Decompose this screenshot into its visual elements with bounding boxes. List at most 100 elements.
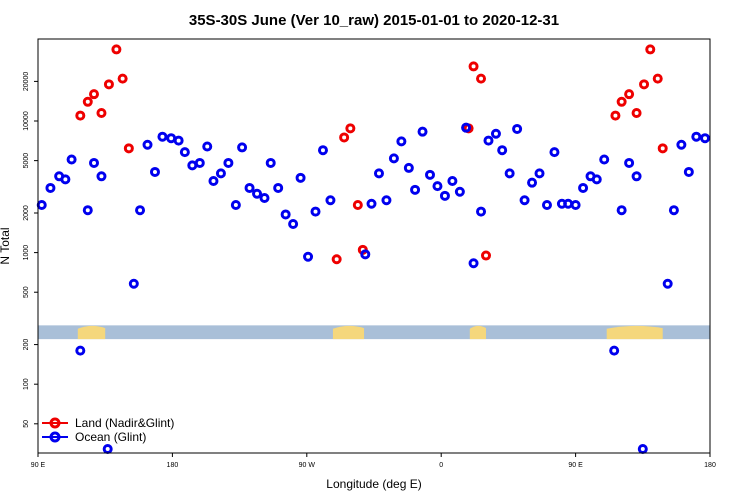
point-land-7 xyxy=(123,143,134,154)
point-ocean-28 xyxy=(259,192,270,203)
y-tick-label-200: 200 xyxy=(23,339,30,351)
y-axis: 50 100 200 500 1000 2000 5000 10000 20000 xyxy=(23,72,38,428)
point-ocean-57 xyxy=(497,145,508,156)
point-ocean-43 xyxy=(396,136,407,147)
point-ocean-73 xyxy=(616,205,627,216)
point-ocean-82 xyxy=(700,133,711,144)
point-ocean-49 xyxy=(439,190,450,201)
x-tick-label-5: 180 xyxy=(704,462,716,469)
y-tick-label-500: 500 xyxy=(23,286,30,298)
point-ocean-52 xyxy=(461,122,472,133)
legend-marker-land xyxy=(49,417,61,429)
point-ocean-58 xyxy=(504,168,515,179)
point-land-17 xyxy=(610,110,621,121)
point-ocean-46 xyxy=(417,126,428,137)
point-ocean-3 xyxy=(60,174,71,185)
land-patch-1 xyxy=(332,325,365,340)
point-ocean-16 xyxy=(173,135,184,146)
point-ocean-34 xyxy=(303,251,314,262)
point-land-16 xyxy=(481,250,491,261)
point-ocean-11 xyxy=(135,205,146,216)
land-ocean-band xyxy=(38,325,710,340)
point-ocean-53 xyxy=(468,258,479,269)
point-land-11 xyxy=(352,200,363,211)
point-land-23 xyxy=(652,73,663,84)
point-ocean-30 xyxy=(273,182,284,193)
point-land-24 xyxy=(657,143,668,154)
point-ocean-63 xyxy=(541,200,552,211)
y-axis-label: N Total xyxy=(0,227,12,264)
point-ocean-33 xyxy=(295,172,306,183)
point-ocean-48 xyxy=(432,181,443,192)
y-tick-label-2000: 2000 xyxy=(23,205,30,221)
point-ocean-7 xyxy=(89,157,99,168)
legend-label-ocean: Ocean (Glint) xyxy=(75,430,146,444)
point-ocean-5 xyxy=(75,345,86,356)
point-land-18 xyxy=(616,96,627,107)
point-ocean-25 xyxy=(237,142,248,153)
point-ocean-72 xyxy=(609,345,620,356)
point-ocean-29 xyxy=(265,157,276,168)
legend-label-land: Land (Nadir&Glint) xyxy=(75,416,174,430)
point-land-22 xyxy=(645,44,656,55)
point-ocean-50 xyxy=(447,176,458,187)
point-ocean-51 xyxy=(454,186,465,197)
point-land-6 xyxy=(117,73,128,84)
point-ocean-4 xyxy=(66,154,77,165)
land-patch-0 xyxy=(77,325,106,340)
point-ocean-37 xyxy=(325,195,336,206)
point-ocean-32 xyxy=(288,218,299,229)
point-ocean-60 xyxy=(519,195,530,206)
point-ocean-6 xyxy=(82,205,93,216)
point-ocean-44 xyxy=(403,162,414,173)
point-ocean-20 xyxy=(202,141,213,152)
point-ocean-70 xyxy=(591,174,602,185)
point-ocean-31 xyxy=(280,209,291,220)
point-land-20 xyxy=(631,108,642,119)
point-land-9 xyxy=(339,132,350,143)
point-ocean-24 xyxy=(230,200,241,211)
chart-title: 35S-30S June (Ver 10_raw) 2015-01-01 to … xyxy=(189,12,559,29)
y-tick-label-50: 50 xyxy=(23,420,30,428)
point-ocean-45 xyxy=(410,184,421,195)
point-ocean-67 xyxy=(570,200,581,211)
ocean-band xyxy=(38,325,710,340)
point-ocean-59 xyxy=(512,123,523,134)
x-axis-label: Longitude (deg E) xyxy=(326,477,421,491)
x-tick-label-0: 90 E xyxy=(31,462,46,469)
point-ocean-79 xyxy=(676,139,687,150)
y-tick-label-5000: 5000 xyxy=(23,153,30,169)
legend: Land (Nadir&Glint) Ocean (Glint) xyxy=(42,416,174,444)
point-ocean-55 xyxy=(483,135,494,146)
x-tick-label-3: 0 xyxy=(439,462,443,469)
point-ocean-64 xyxy=(549,147,560,158)
point-ocean-74 xyxy=(624,157,635,168)
point-ocean-75 xyxy=(631,171,642,182)
data-points xyxy=(36,44,711,454)
plot-frame xyxy=(37,38,711,454)
x-tick-label-2: 90 W xyxy=(299,462,316,469)
point-ocean-23 xyxy=(223,157,234,168)
point-ocean-35 xyxy=(310,206,321,217)
point-ocean-61 xyxy=(527,177,538,188)
point-ocean-40 xyxy=(373,168,384,179)
y-tick-label-1000: 1000 xyxy=(23,245,30,261)
x-tick-label-1: 180 xyxy=(167,462,179,469)
point-ocean-71 xyxy=(599,154,610,165)
point-ocean-21 xyxy=(208,176,219,187)
point-land-2 xyxy=(89,89,99,100)
point-land-15 xyxy=(476,73,487,84)
x-axis: 90 E 180 90 W 0 90 E 180 xyxy=(31,453,716,469)
land-patch-3 xyxy=(606,325,663,340)
point-ocean-39 xyxy=(366,198,377,209)
point-land-14 xyxy=(468,61,479,72)
point-ocean-62 xyxy=(534,168,545,179)
land-patch-2 xyxy=(469,325,486,340)
point-land-19 xyxy=(624,89,635,100)
point-ocean-38 xyxy=(360,249,371,260)
point-ocean-19 xyxy=(194,157,205,168)
point-land-21 xyxy=(639,79,650,90)
point-ocean-36 xyxy=(317,145,328,156)
